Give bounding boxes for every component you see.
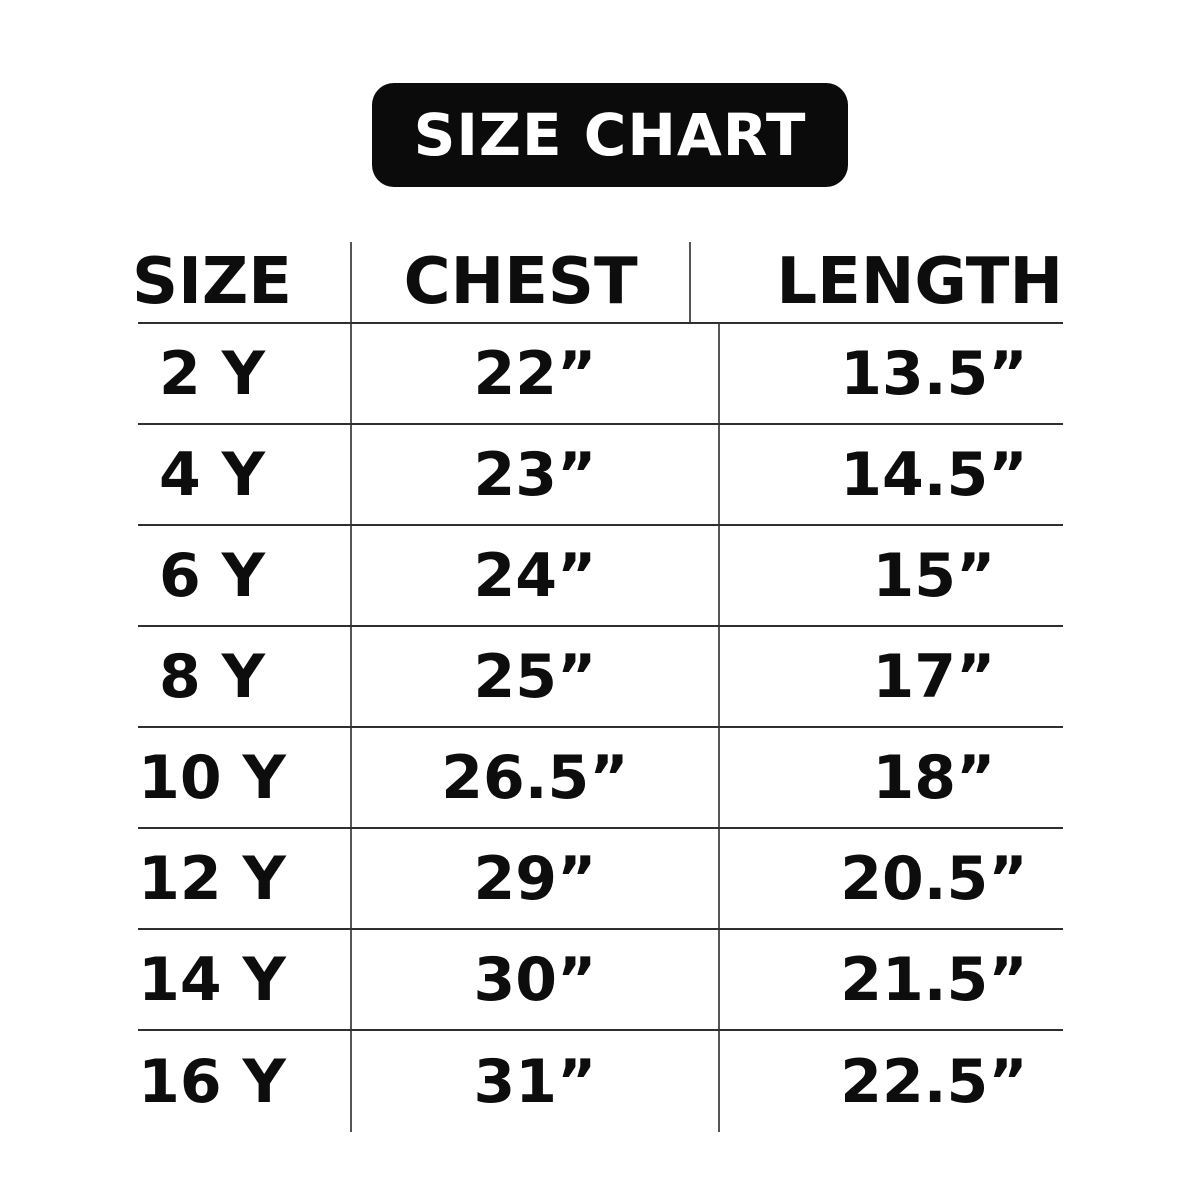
size-cell: 16 Y xyxy=(138,1031,352,1132)
table-row: 6 Y 24” 15” xyxy=(138,526,1063,627)
table-row: 12 Y 29” 20.5” xyxy=(138,829,1063,930)
chest-cell: 31” xyxy=(352,1031,720,1132)
size-cell: 2 Y xyxy=(138,324,352,423)
table-header-row: SIZE CHEST LENGTH xyxy=(132,242,1063,324)
column-header-size: SIZE xyxy=(132,242,352,322)
title-badge: SIZE CHART xyxy=(372,83,848,187)
chest-cell: 25” xyxy=(352,627,720,726)
size-cell: 14 Y xyxy=(138,930,352,1029)
chest-cell: 26.5” xyxy=(352,728,720,827)
table-row: 8 Y 25” 17” xyxy=(138,627,1063,728)
page-title: SIZE CHART xyxy=(413,101,807,169)
table-row: 2 Y 22” 13.5” xyxy=(138,324,1063,425)
chest-cell: 24” xyxy=(352,526,720,625)
length-cell: 13.5” xyxy=(840,338,1028,409)
size-cell: 6 Y xyxy=(138,526,352,625)
chest-cell: 22” xyxy=(352,324,720,423)
size-cell: 8 Y xyxy=(138,627,352,726)
chest-cell: 30” xyxy=(352,930,720,1029)
size-cell: 4 Y xyxy=(138,425,352,524)
length-cell: 21.5” xyxy=(840,944,1028,1015)
length-cell: 20.5” xyxy=(840,843,1028,914)
length-cell: 14.5” xyxy=(840,439,1028,510)
length-cell: 18” xyxy=(872,742,996,813)
table-row: 16 Y 31” 22.5” xyxy=(138,1031,1063,1132)
table-row: 10 Y 26.5” 18” xyxy=(138,728,1063,829)
size-cell: 12 Y xyxy=(138,829,352,928)
column-header-chest: CHEST xyxy=(352,242,692,322)
chest-cell: 23” xyxy=(352,425,720,524)
table-row: 4 Y 23” 14.5” xyxy=(138,425,1063,526)
column-header-length: LENGTH xyxy=(776,245,1063,319)
size-chart-table: SIZE CHEST LENGTH 2 Y 22” 13.5” 4 Y 23” … xyxy=(132,242,1063,1132)
length-cell: 17” xyxy=(872,641,996,712)
table-row: 14 Y 30” 21.5” xyxy=(138,930,1063,1031)
size-cell: 10 Y xyxy=(138,728,352,827)
length-cell: 22.5” xyxy=(840,1046,1028,1117)
chest-cell: 29” xyxy=(352,829,720,928)
length-cell: 15” xyxy=(872,540,996,611)
